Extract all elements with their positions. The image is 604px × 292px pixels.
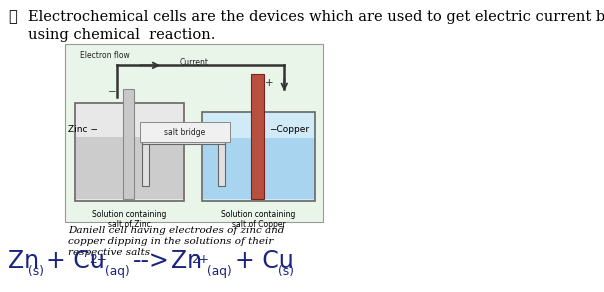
Text: respective salts.: respective salts. [68,248,153,257]
Text: Daniell cell having electrodes of zinc and: Daniell cell having electrodes of zinc a… [68,226,284,235]
Bar [143,137,225,144]
Bar [251,74,264,199]
Text: using chemical  reaction.: using chemical reaction. [28,28,216,42]
Bar [143,137,149,186]
Text: + Cu: + Cu [235,249,294,273]
Text: salt bridge: salt bridge [164,128,205,137]
Text: -->: --> [133,249,170,273]
Bar [65,44,323,222]
Text: + Cu: + Cu [46,249,104,273]
Text: −: − [108,87,117,97]
Text: 2+: 2+ [89,253,107,266]
Text: salt of Copper: salt of Copper [231,220,285,229]
Text: Zn: Zn [8,249,39,273]
Bar [76,137,182,199]
Bar [140,122,230,142]
Text: salt of Zinc: salt of Zinc [108,220,151,229]
Text: Electrochemical cells are the devices which are used to get electric current by: Electrochemical cells are the devices wh… [28,10,604,24]
Text: ❖: ❖ [8,10,17,24]
Text: Current: Current [179,58,208,67]
Text: +: + [265,78,273,88]
Text: (aq): (aq) [207,265,232,278]
Bar [202,112,315,201]
Text: Zinc −: Zinc − [68,125,97,134]
Text: (aq): (aq) [105,265,130,278]
Text: Zn: Zn [171,249,202,273]
Text: Electron flow: Electron flow [80,51,130,60]
Bar [76,103,184,201]
Text: −Copper: −Copper [269,125,309,134]
Bar [218,137,225,186]
Bar [203,138,314,199]
Text: 2+: 2+ [191,253,209,266]
Text: Solution containing: Solution containing [92,210,167,218]
Text: (s): (s) [278,265,294,278]
Text: Solution containing: Solution containing [221,210,296,218]
Bar [123,88,133,199]
Text: copper dipping in the solutions of their: copper dipping in the solutions of their [68,237,274,246]
Text: (s): (s) [28,265,44,278]
